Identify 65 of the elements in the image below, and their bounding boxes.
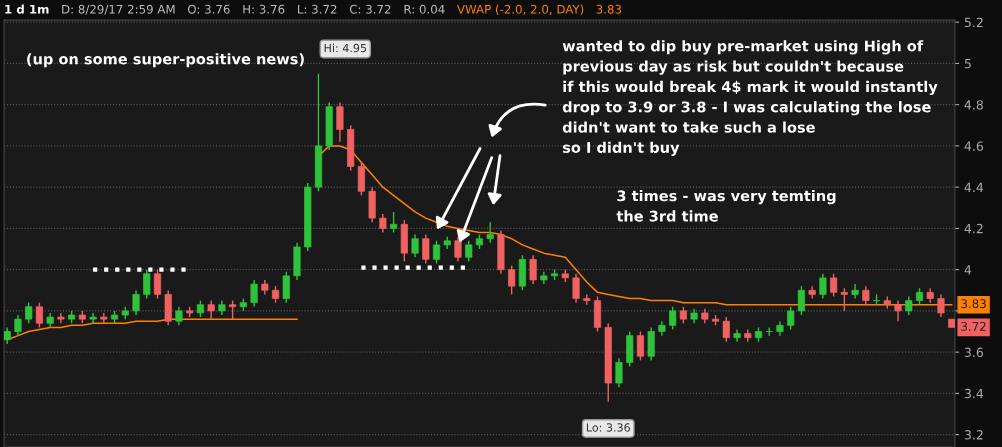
y-tick-label: 4.4 bbox=[964, 182, 984, 192]
candlestick bbox=[669, 306, 677, 331]
y-tick-label: 4.6 bbox=[964, 141, 984, 151]
candlestick bbox=[132, 289, 140, 316]
candlestick bbox=[905, 295, 913, 316]
annotation: wanted to dip buy pre-market using High of previous day as risk but couldn't because if this would break 4$ mark it would instantly drop to 3.9 or 3.8 - I was calculating the lose didn't want to take such a lose so I didn't buy bbox=[562, 40, 938, 156]
y-tick-label: 4.2 bbox=[964, 223, 983, 234]
candlestick bbox=[229, 299, 237, 320]
candlestick bbox=[529, 254, 537, 285]
candlestick bbox=[508, 264, 516, 296]
candlestick bbox=[432, 240, 441, 265]
candlestick bbox=[808, 285, 816, 300]
y-tick-label: 5 bbox=[964, 59, 971, 69]
candlestick bbox=[486, 221, 494, 244]
y-tick-label: 4 bbox=[964, 265, 972, 275]
candlestick bbox=[787, 306, 795, 331]
annotation: Hi: 4.95 bbox=[324, 43, 367, 53]
y-tick-label: 5.2 bbox=[964, 17, 983, 28]
chart-title: 1 d 1m bbox=[5, 4, 49, 14]
text: VWAP (-2.0, 2.0, DAY) bbox=[457, 4, 584, 16]
candlestick bbox=[797, 285, 805, 316]
candlestick bbox=[722, 316, 730, 343]
candlestick bbox=[465, 240, 473, 263]
candlestick bbox=[14, 314, 22, 337]
annotation: 3 times - was very temting the 3rd time bbox=[616, 190, 836, 222]
candlestick bbox=[636, 330, 645, 362]
candlestick bbox=[422, 233, 430, 265]
candlestick bbox=[25, 301, 33, 324]
candlestick bbox=[615, 357, 623, 388]
text: O: 3.76 bbox=[187, 4, 230, 14]
candlestick bbox=[143, 268, 151, 300]
candlestick bbox=[572, 273, 580, 304]
candlestick bbox=[411, 233, 419, 258]
candlestick bbox=[894, 299, 902, 322]
text: C: 3.72 bbox=[349, 4, 391, 14]
candlestick bbox=[207, 299, 215, 320]
candlestick bbox=[35, 301, 43, 329]
text: L: 3.72 bbox=[298, 4, 337, 14]
candlestick bbox=[282, 271, 290, 304]
candlestick bbox=[336, 101, 344, 143]
candlestick bbox=[390, 211, 398, 234]
candlestick bbox=[840, 287, 848, 312]
candlestick bbox=[851, 283, 859, 300]
candlestick bbox=[454, 235, 462, 263]
candlestick bbox=[250, 279, 258, 308]
text: 3.83 bbox=[596, 4, 622, 14]
candlestick bbox=[175, 306, 183, 327]
candlestick bbox=[830, 273, 838, 298]
text: 3.83 bbox=[961, 299, 986, 309]
annotation: Lo: 3.36 bbox=[586, 423, 630, 432]
candlestick bbox=[937, 293, 945, 318]
y-tick-label: 3.4 bbox=[964, 388, 984, 399]
text: R: 0.04 bbox=[404, 4, 445, 14]
candlestick bbox=[862, 285, 870, 306]
annotation: (up on some super-positive news) bbox=[27, 53, 304, 68]
text: 3.72 bbox=[961, 321, 986, 331]
y-tick-label: 4.8 bbox=[964, 100, 983, 110]
candlestick bbox=[819, 273, 827, 300]
candlestick bbox=[733, 328, 741, 343]
y-tick-label: 3.2 bbox=[964, 430, 983, 440]
candlestick bbox=[153, 268, 162, 300]
text: D: 8/29/17 2:59 AM bbox=[62, 4, 175, 15]
candlestick bbox=[379, 213, 387, 234]
y-tick-label: 3.6 bbox=[964, 347, 984, 358]
text: H: 3.76 bbox=[243, 4, 285, 14]
